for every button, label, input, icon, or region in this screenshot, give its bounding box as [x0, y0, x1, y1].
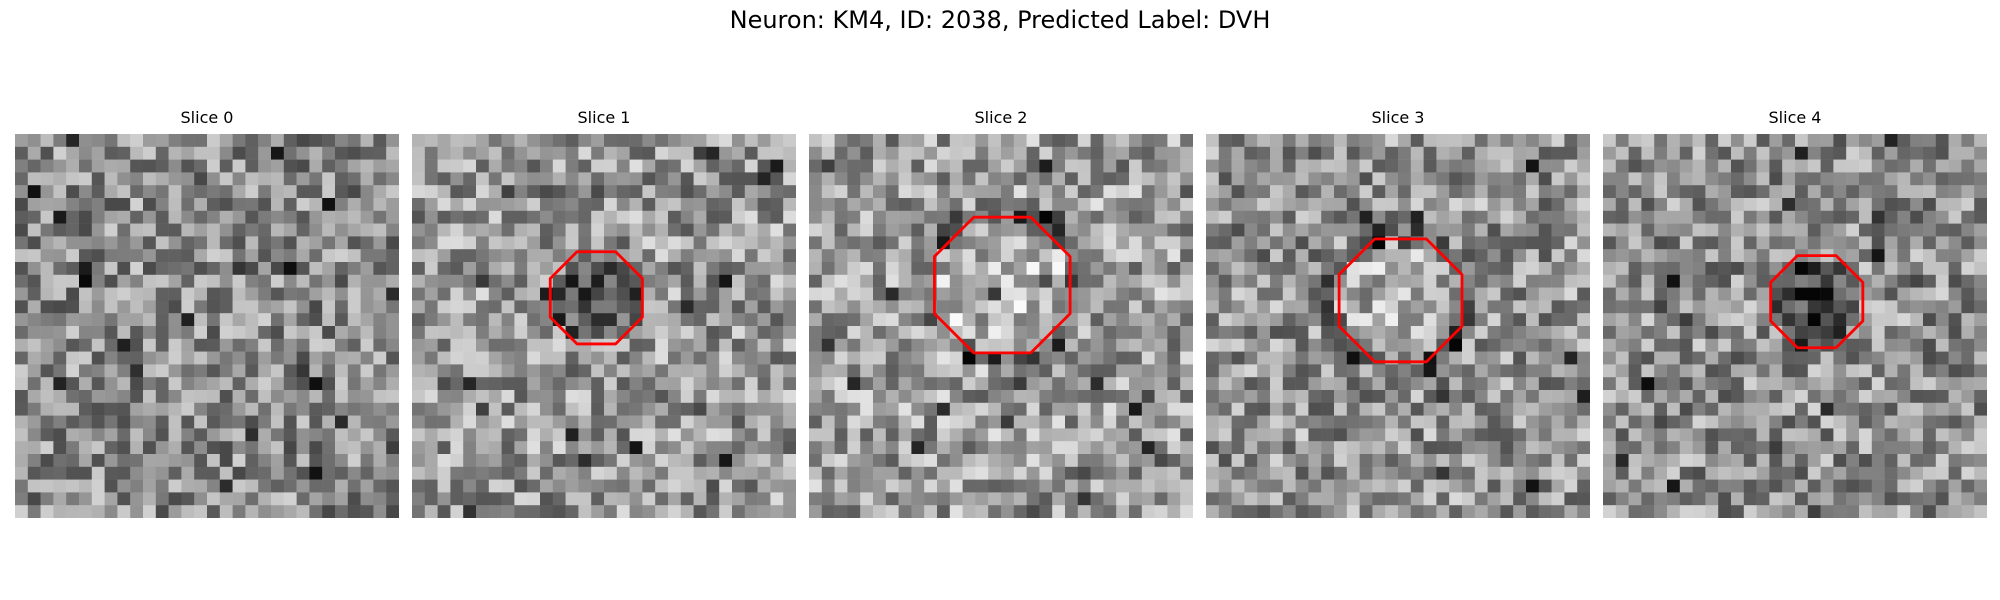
slice-image — [1603, 134, 1987, 518]
figure-title: Neuron: KM4, ID: 2038, Predicted Label: … — [729, 6, 1271, 34]
slice-image — [809, 134, 1193, 518]
panel-title: Slice 1 — [577, 108, 631, 127]
panel-title: Slice 3 — [1371, 108, 1425, 127]
slice-image — [1206, 134, 1590, 518]
panel-title: Slice 4 — [1768, 108, 1822, 127]
panel-title: Slice 0 — [180, 108, 234, 127]
roi-contour — [933, 215, 1072, 355]
roi-contour — [1769, 254, 1865, 350]
slice-image — [412, 134, 796, 518]
roi-contour — [1337, 237, 1464, 364]
roi-contour — [548, 250, 644, 346]
slice-image — [15, 134, 399, 518]
panel-title: Slice 2 — [974, 108, 1028, 127]
